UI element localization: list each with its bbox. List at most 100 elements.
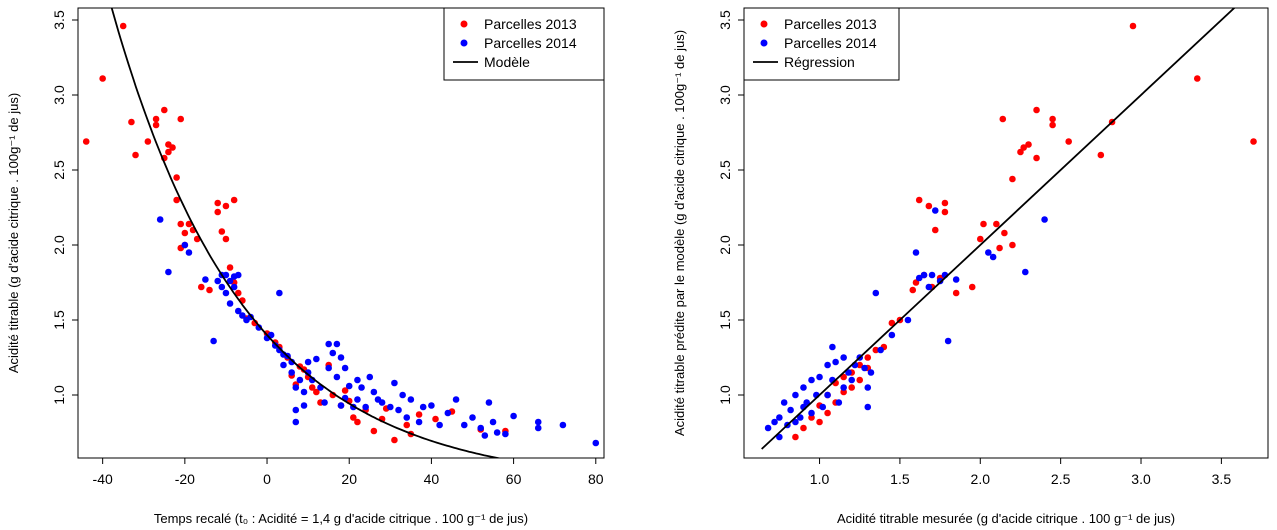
point-red — [214, 208, 222, 216]
point-blue — [222, 289, 230, 297]
point-red — [1193, 75, 1201, 82]
plot-frame — [743, 7, 1269, 459]
point-red — [354, 418, 361, 426]
point-blue — [230, 283, 238, 291]
point-red — [132, 151, 139, 159]
point-blue — [952, 276, 960, 283]
point-red — [848, 384, 855, 391]
point-blue — [792, 418, 799, 426]
y-tick-label: 3.0 — [717, 85, 733, 105]
point-blue — [931, 207, 939, 214]
point-blue — [337, 354, 345, 361]
point-blue — [296, 376, 304, 384]
point-blue — [313, 355, 320, 363]
point-red — [976, 235, 984, 243]
legend: Parcelles 2013 Parcelles 2014 Modèle — [443, 7, 605, 81]
point-red — [1049, 115, 1056, 123]
point-red — [197, 283, 205, 291]
point-blue — [469, 414, 476, 421]
point-red — [1065, 138, 1072, 145]
point-red — [1033, 106, 1040, 114]
point-red — [432, 415, 439, 423]
data-layer — [761, 8, 1257, 450]
x-axis-title: Temps recalé (t₀ : Acidité = 1,4 g d'aci… — [154, 511, 528, 526]
point-red — [856, 361, 864, 369]
point-red — [1033, 154, 1040, 162]
point-blue — [808, 376, 815, 384]
point-red — [152, 115, 160, 123]
point-red — [391, 436, 398, 444]
point-blue — [407, 396, 415, 403]
point-blue — [444, 409, 452, 417]
point-red — [1025, 141, 1032, 148]
point-red — [996, 244, 1003, 252]
point-blue — [226, 277, 234, 285]
point-blue — [510, 412, 517, 420]
point-red — [222, 202, 230, 210]
point-red — [1049, 121, 1056, 129]
panel-1: -40 -20 0 20 40 60 80 1.0 1.5 2.0 2.5 3.0 3.5 Temps r… — [6, 7, 605, 526]
point-blue — [185, 249, 193, 256]
point-red — [218, 228, 226, 235]
point-red — [206, 286, 213, 294]
point-blue — [354, 396, 361, 403]
point-blue — [864, 384, 872, 391]
point-blue — [534, 424, 542, 432]
point-red — [993, 220, 1000, 228]
x-tick-label: 1.5 — [890, 471, 910, 487]
point-blue — [415, 418, 423, 426]
point-blue — [325, 364, 332, 372]
point-blue — [864, 403, 872, 411]
point-red — [341, 387, 349, 394]
y-tick-label: 3.5 — [717, 10, 733, 30]
point-blue — [477, 424, 485, 432]
point-red — [925, 202, 933, 210]
point-blue — [493, 429, 501, 436]
point-red — [160, 106, 168, 114]
point-blue — [800, 384, 807, 391]
point-red — [864, 354, 872, 361]
point-blue — [210, 337, 217, 345]
point-red — [792, 433, 799, 441]
point-blue — [333, 340, 341, 348]
point-red — [1097, 151, 1105, 159]
point-red — [308, 384, 316, 391]
point-blue — [816, 373, 823, 381]
point-red — [230, 196, 238, 204]
point-red — [177, 220, 185, 228]
point-blue — [832, 358, 839, 366]
point-blue — [792, 391, 799, 399]
point-blue — [399, 391, 406, 399]
legend-marker — [760, 39, 768, 47]
legend-label: Parcelles 2014 — [484, 35, 577, 51]
point-blue — [1041, 216, 1048, 223]
x-tick-label: 1.0 — [810, 471, 830, 487]
point-blue — [819, 403, 827, 411]
y-tick-label: 1.0 — [51, 385, 67, 405]
point-blue — [358, 384, 365, 391]
point-blue — [877, 346, 884, 354]
point-red — [234, 289, 242, 297]
point-blue — [867, 369, 875, 376]
point-red — [415, 411, 423, 418]
y-tick-label: 3.0 — [51, 85, 67, 105]
point-blue — [835, 399, 843, 406]
point-blue — [840, 354, 847, 361]
legend-marker — [760, 20, 768, 28]
y-tick-label: 3.5 — [51, 10, 67, 30]
data-layer — [82, 8, 600, 458]
point-blue — [764, 424, 772, 432]
point-blue — [333, 373, 341, 381]
point-red — [840, 373, 847, 381]
point-blue — [276, 289, 283, 297]
point-blue — [156, 216, 164, 223]
point-blue — [271, 342, 279, 349]
point-blue — [771, 418, 778, 426]
point-blue — [920, 271, 928, 279]
x-axis-title: Acidité titrable mesurée (g d'acide citr… — [837, 511, 1175, 526]
point-red — [165, 148, 172, 156]
legend-label: Régression — [784, 54, 855, 70]
point-blue — [292, 418, 300, 426]
y-axis-title: Acidité titrable prédite par le modèle (… — [672, 30, 687, 436]
point-red — [222, 235, 230, 243]
